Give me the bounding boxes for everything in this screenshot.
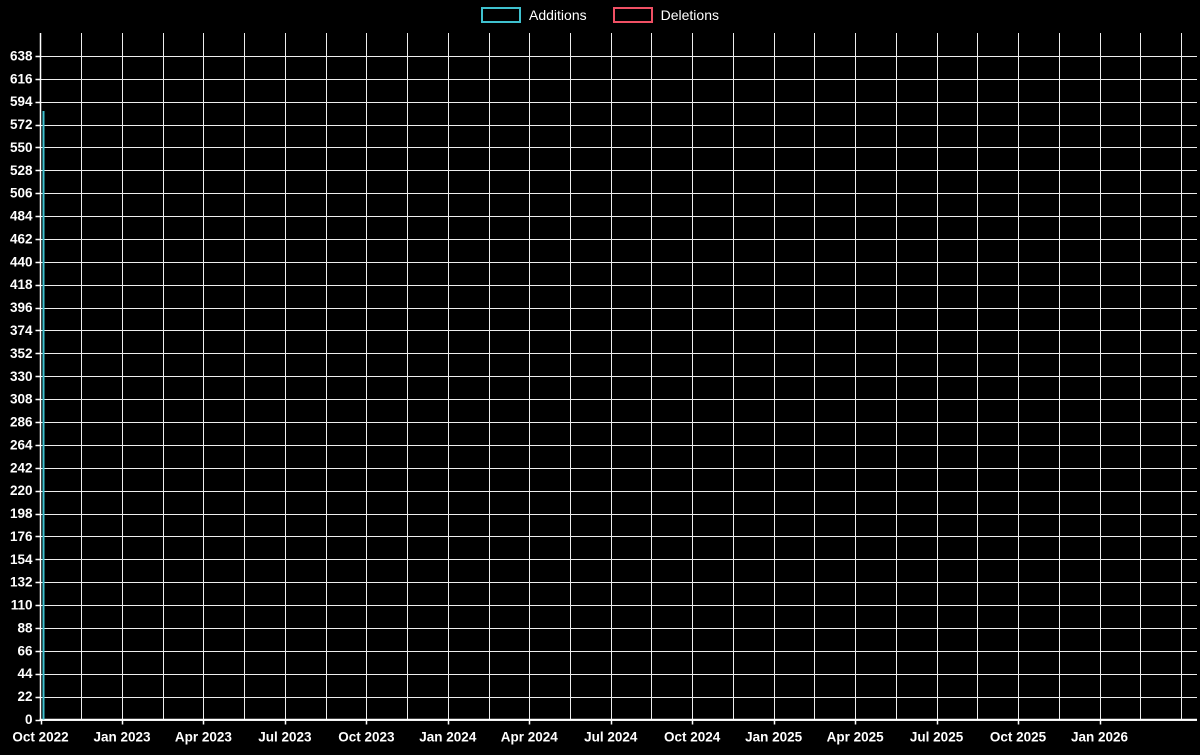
- svg-text:Oct 2025: Oct 2025: [990, 730, 1047, 745]
- svg-text:154: 154: [10, 552, 33, 567]
- svg-text:0: 0: [25, 712, 33, 727]
- grid: [40, 33, 1197, 721]
- svg-text:Jan 2026: Jan 2026: [1071, 730, 1129, 745]
- chart-legend: Additions Deletions: [0, 7, 1200, 23]
- x-axis-labels: Oct 2022 Jan 2023 Apr 2023 Jul 2023 Oct 2023…: [12, 730, 1128, 745]
- deletions-swatch-icon: [612, 7, 653, 23]
- svg-text:374: 374: [10, 323, 33, 338]
- svg-text:132: 132: [10, 575, 33, 590]
- legend-item-additions[interactable]: Additions: [481, 7, 587, 23]
- svg-text:Jan 2023: Jan 2023: [93, 730, 151, 745]
- svg-text:528: 528: [10, 163, 33, 178]
- svg-text:110: 110: [11, 598, 33, 613]
- svg-text:Jan 2025: Jan 2025: [745, 730, 803, 745]
- svg-text:220: 220: [10, 483, 33, 498]
- svg-text:Jul 2025: Jul 2025: [910, 730, 964, 745]
- svg-text:Oct 2024: Oct 2024: [664, 730, 721, 745]
- svg-text:396: 396: [10, 300, 33, 315]
- svg-text:66: 66: [17, 643, 33, 658]
- legend-label-deletions: Deletions: [660, 7, 719, 23]
- svg-text:572: 572: [10, 117, 33, 132]
- svg-text:308: 308: [10, 392, 33, 407]
- svg-text:Oct 2022: Oct 2022: [12, 730, 68, 745]
- svg-text:Jan 2024: Jan 2024: [419, 730, 477, 745]
- svg-text:264: 264: [10, 437, 33, 452]
- svg-text:44: 44: [17, 666, 33, 681]
- svg-text:198: 198: [10, 506, 33, 521]
- svg-text:440: 440: [10, 254, 33, 269]
- legend-item-deletions[interactable]: Deletions: [612, 7, 719, 23]
- svg-text:352: 352: [10, 346, 33, 361]
- svg-text:Apr 2024: Apr 2024: [501, 730, 559, 745]
- svg-text:176: 176: [10, 529, 33, 544]
- svg-text:638: 638: [10, 48, 33, 63]
- svg-text:88: 88: [17, 620, 33, 635]
- svg-text:484: 484: [10, 209, 33, 224]
- svg-text:286: 286: [10, 415, 33, 430]
- svg-text:22: 22: [17, 689, 32, 704]
- svg-text:Oct 2023: Oct 2023: [338, 730, 395, 745]
- axis-ticks: [35, 55, 1102, 725]
- y-axis-labels: 0 22 44 66 88 110 132 154 176 198 220 242 264 286 308 3…: [10, 48, 33, 727]
- svg-text:Jul 2024: Jul 2024: [584, 730, 638, 745]
- svg-text:418: 418: [10, 277, 33, 292]
- legend-label-additions: Additions: [529, 7, 587, 23]
- svg-text:462: 462: [10, 231, 33, 246]
- svg-text:506: 506: [10, 186, 33, 201]
- svg-text:242: 242: [10, 460, 33, 475]
- svg-text:616: 616: [10, 71, 33, 86]
- additions-swatch-icon: [481, 7, 522, 23]
- svg-text:Apr 2025: Apr 2025: [827, 730, 885, 745]
- svg-text:594: 594: [10, 94, 33, 109]
- svg-text:Jul 2023: Jul 2023: [258, 730, 312, 745]
- svg-text:Apr 2023: Apr 2023: [175, 730, 233, 745]
- svg-text:550: 550: [10, 140, 33, 155]
- svg-text:330: 330: [10, 369, 33, 384]
